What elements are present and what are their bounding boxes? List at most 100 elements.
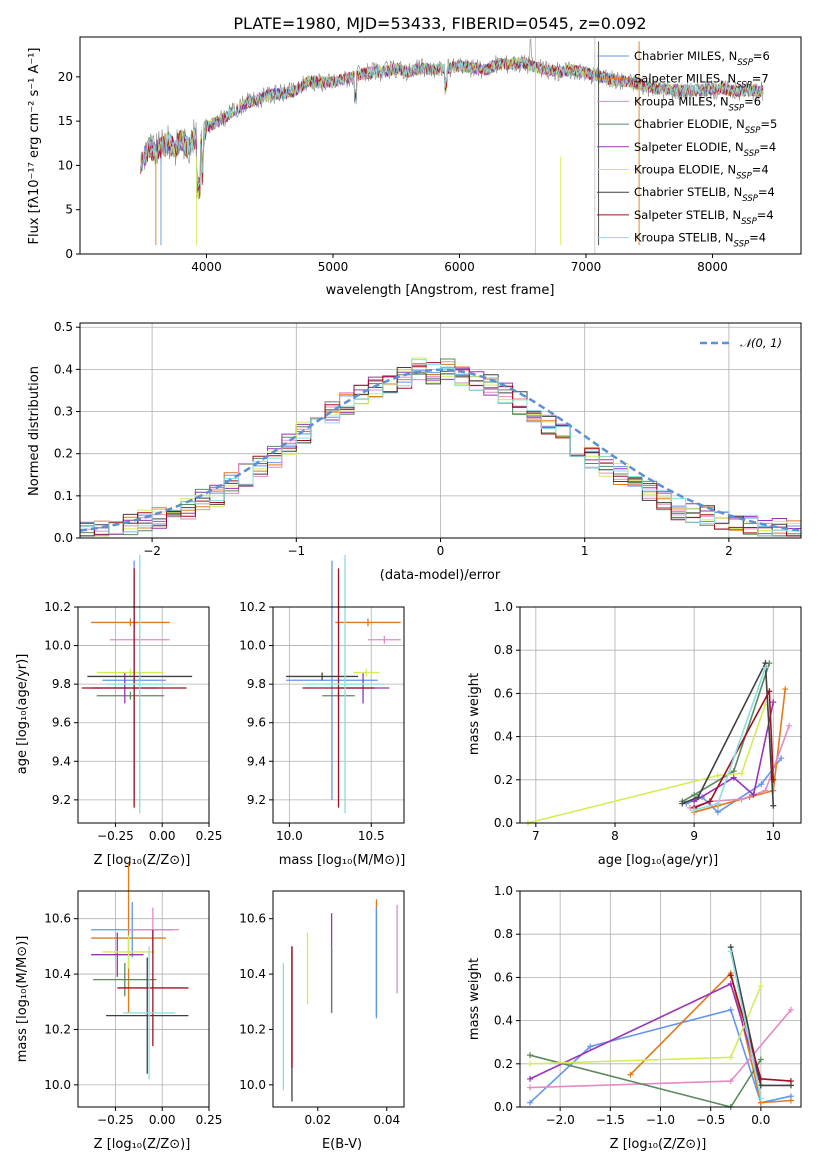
residual-xlabel: (data-model)/error [380,568,501,583]
weight-vs-z-marker-1-0 [627,1071,634,1078]
spectrum-xtick-label-2: 6000 [444,260,475,274]
spectrum-legend-nssp-2: =6 [744,94,761,108]
residual-ytick-label-5: 0.5 [54,320,73,334]
age-vs-z-frame [77,606,210,824]
mass-vs-z-point-6 [106,957,189,1074]
spectrum-ylabel: Flux [fλ10⁻¹⁷ erg cm⁻² s⁻¹ A⁻¹] [27,48,42,245]
weight-vs-z-line-8 [730,951,762,1099]
normal-legend-label: 𝒩(0, 1) [740,336,782,350]
residual-ytick-label-2: 0.2 [54,447,73,461]
weight-vs-z-marker-5-1 [727,1054,734,1061]
residual-panel: −2 −1 0 1 2 0.0 0.1 0.2 0.3 0.4 0.5 (data-model)/e… [27,320,802,583]
mass-vs-z-point-7 [117,929,189,1047]
age-vs-z-panel: Z [log₁₀(Z/Z⊙)] age [log₁₀(age/yr)] −0.2… [15,554,222,868]
weight-vs-age-marker-5-1 [714,772,721,779]
weight-vs-age-line-6 [681,660,775,806]
weight-vs-age-panel: age [log₁₀(age/yr)] mass weight 7 8 9 10 0.0… [467,600,802,868]
residual-xtick-label-4: 2 [725,544,733,558]
weight-vs-z-ytick-label-2: 0.4 [494,1014,513,1028]
spectrum-legend-nssp-4: =4 [759,140,776,154]
weight-vs-age-marks [524,660,793,826]
spectrum-legend-label-0: Chabrier MILES, NSSP=6 [634,49,770,68]
spectrum-frame [79,36,802,255]
spectrum-legend-nssp-6: =4 [758,185,775,199]
spectrum-xtick-label-4: 8000 [697,260,728,274]
weight-vs-z-line-1 [629,971,792,1104]
age-vs-mass-point-0 [286,560,378,800]
weight-vs-age-marker-8-0 [691,807,698,814]
weight-vs-age-xtick-label-0: 7 [532,829,540,843]
mass-vs-z-panel: Z [log₁₀(Z/Z⊙)] mass [log₁₀(M/M⊙)] −0.25… [15,863,222,1152]
age-vs-z-xlabel: Z [log₁₀(Z/Z⊙)] [94,853,191,868]
weight-vs-z-marker-7-2 [787,1078,794,1085]
weight-vs-age-marker-4-1 [730,774,737,781]
age-vs-z-ytick-label-2: 9.6 [52,716,71,730]
spectrum-legend-nssp-0: =6 [753,49,770,63]
spectrum-ytick-label-3: 15 [58,114,73,128]
weight-vs-z-frame [519,890,802,1108]
age-vs-mass-xlabel: mass [log₁₀(M/M⊙)] [279,853,406,868]
spectrum-legend-label-4: Salpeter ELODIE, NSSP=4 [634,140,776,159]
spectrum-title: PLATE=1980, MJD=53433, FIBERID=0545, z=0… [233,14,646,33]
weight-vs-z-xtick-label-3: −0.5 [696,1113,725,1127]
age-vs-mass-point-8 [305,554,385,814]
spectrum-series-8 [140,56,764,190]
residual-grid [80,323,801,539]
weight-vs-z-ytick-label-0: 0.0 [494,1100,513,1114]
residual-frame [79,322,802,539]
age-vs-mass-point-1 [335,618,401,627]
spectrum-ticks: 4000 5000 6000 7000 8000 0 5 10 15 20 [58,70,728,274]
age-vs-mass-marks [286,554,401,814]
age-vs-z-point-7 [81,568,187,808]
weight-vs-age-marker-3-1 [691,791,698,798]
weight-vs-age-marker-4-2 [750,791,757,798]
spectrum-legend-nssp-5: =4 [752,163,769,177]
weight-vs-age-marker-7-2 [766,688,773,695]
weight-vs-age-line-3 [681,662,771,803]
spectrum-legend-sub-3: SSP [745,126,761,136]
weight-vs-z-marker-8-1 [757,1095,764,1102]
mass-vs-ebv-xtick-label-1: 0.04 [373,1113,400,1127]
age-vs-z-xtick-label-1: 0.00 [149,829,176,843]
mass-vs-ebv-marks [282,899,398,1102]
mass-vs-ebv-panel: E(B-V) 0.02 0.04 10.0 10.2 10.4 10.6 [239,890,405,1152]
age-vs-mass-ytick-label-1: 9.4 [247,754,266,768]
age-vs-z-ticks: −0.25 0.00 0.25 9.2 9.4 9.6 9.8 10.0 10.2 [44,600,222,843]
age-vs-mass-panel: mass [log₁₀(M/M⊙)] 10.0 10.59.29.49.69.81… [239,554,406,868]
spectrum-legend-nssp-1: =7 [752,72,769,86]
weight-vs-z-marker-1-3 [787,1097,794,1104]
spectrum-ytick-label-2: 10 [58,158,73,172]
age-vs-z-point-1 [91,618,170,627]
spectrum-ytick-label-0: 0 [65,247,73,261]
weight-vs-age-marker-2-4 [786,722,793,729]
weight-vs-z-panel: Z [log₁₀(Z/Z⊙)] mass weight −2.0 −1.5 −1.0… [467,884,802,1152]
age-vs-mass-point-6 [286,672,359,681]
weight-vs-age-ytick-label-4: 0.8 [494,643,513,657]
mass-vs-ebv-xlabel: E(B-V) [322,1137,362,1152]
mass-vs-ebv-xtick-label-0: 0.02 [304,1113,331,1127]
spectrum-legend-label-8: Kroupa STELIB, NSSP=4 [634,231,766,250]
weight-vs-age-ytick-label-5: 1.0 [494,600,513,614]
weight-vs-z-xtick-label-0: −2.0 [546,1113,575,1127]
weight-vs-age-marker-0-3 [758,781,765,788]
spectrum-legend-sub-7: SSP [741,217,757,227]
weight-vs-z-marker-0-1 [587,1043,594,1050]
weight-vs-z-marker-5-2 [757,983,764,990]
weight-vs-z-marker-2-0 [527,1084,534,1091]
weight-vs-z-ticks: −2.0 −1.5 −1.0 −0.5 0.0 0.0 0.2 0.4 0.6 0.8 1.0 [494,884,770,1127]
weight-vs-age-marker-0-4 [778,755,785,762]
residual-ytick-label-1: 0.1 [54,489,73,503]
age-vs-z-xtick-label-2: 0.25 [196,829,223,843]
mass-vs-ebv-ytick-label-0: 10.0 [239,1078,266,1092]
spectrum-line-group [140,37,764,254]
residual-ticks: −2 −1 0 1 2 0.0 0.1 0.2 0.3 0.4 0.5 [54,320,733,558]
weight-vs-z-marker-7-1 [757,1075,764,1082]
weight-vs-age-marker-8-2 [762,664,769,671]
age-vs-mass-xtick-label-1: 10.5 [358,829,385,843]
weight-vs-age-marker-7-3 [770,776,777,783]
weight-vs-z-marker-2-1 [727,1078,734,1085]
age-vs-mass-point-7 [302,568,375,808]
weight-vs-z-marker-0-0 [527,1099,534,1106]
weight-vs-age-marker-3-2 [730,768,737,775]
